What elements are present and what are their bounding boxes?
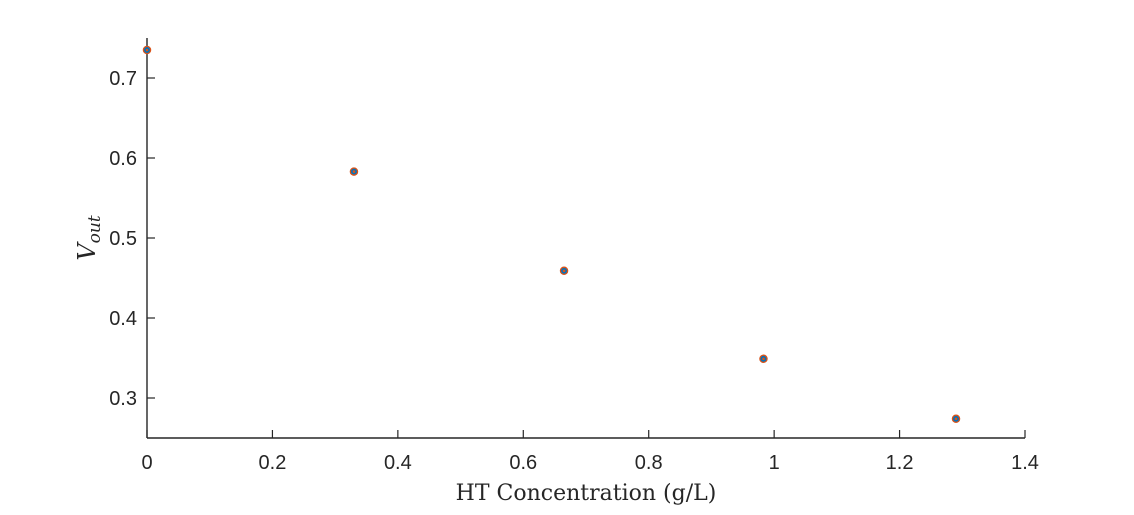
- x-tick-label: 1.2: [886, 452, 914, 474]
- y-tick-label: 0.7: [109, 68, 137, 90]
- x-tick-label: 0.6: [509, 452, 537, 474]
- x-tick-label: 0: [141, 452, 152, 474]
- y-axis-label: Vout: [73, 215, 105, 261]
- x-tick-label: 1.4: [1011, 452, 1039, 474]
- y-axis-label-subscript: out: [85, 215, 105, 243]
- x-tick-label: 1: [769, 452, 780, 474]
- y-axis-label-base: V: [73, 241, 101, 261]
- x-tick-label: 0.2: [259, 452, 287, 474]
- data-point: [951, 414, 961, 424]
- y-tick-label: 0.5: [109, 228, 137, 250]
- y-ticks: 0.3 0.4 0.5 0.6 0.7: [109, 68, 155, 410]
- x-ticks: 0 0.2 0.4 0.6 0.8 1 1.2 1.4: [141, 430, 1039, 474]
- y-tick-label: 0.6: [109, 148, 137, 170]
- data-point: [559, 266, 569, 276]
- data-point: [349, 167, 359, 176]
- x-axis-label: HT Concentration (g/L): [456, 481, 717, 506]
- y-tick-label: 0.3: [109, 388, 137, 410]
- x-tick-label: 0.8: [635, 452, 663, 474]
- axes: [146, 38, 1025, 439]
- x-tick-label: 0.4: [384, 452, 412, 474]
- data-point: [759, 354, 768, 364]
- data-point: [142, 45, 152, 55]
- y-tick-label: 0.4: [109, 308, 137, 330]
- data-points: [142, 45, 961, 424]
